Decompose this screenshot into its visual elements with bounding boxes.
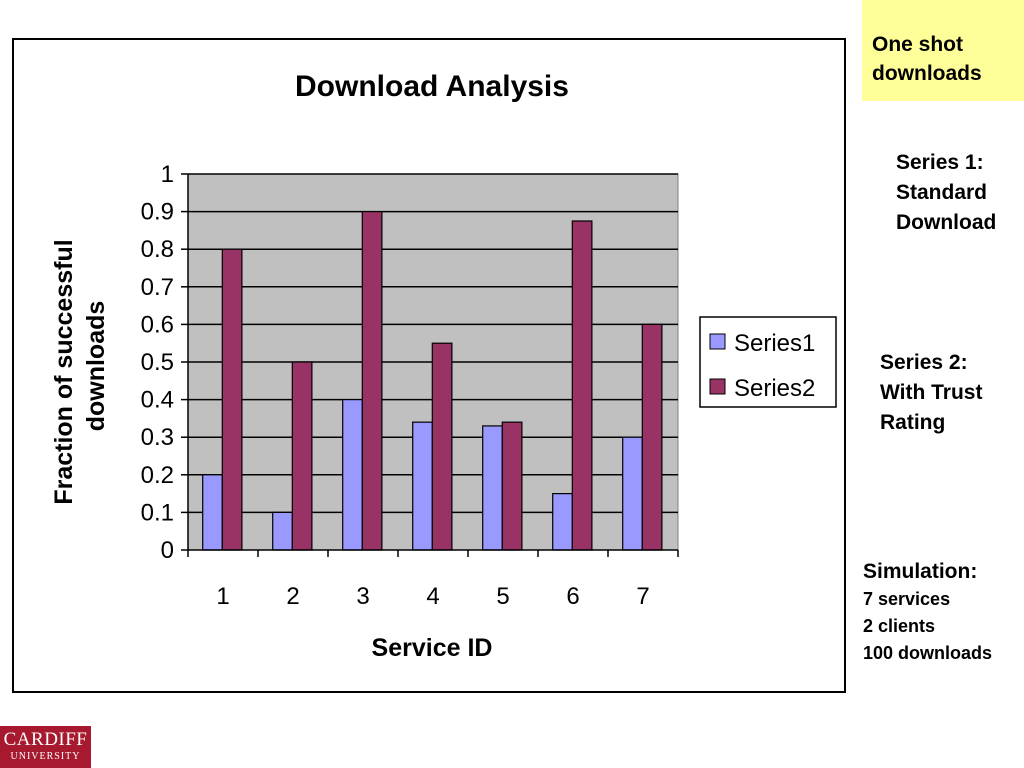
bar <box>361 211 383 551</box>
y-tick-label: 0.5 <box>141 349 174 376</box>
bar <box>552 493 573 551</box>
note-line: downloads <box>872 62 982 85</box>
y-tick-label: 0.2 <box>141 462 174 489</box>
x-tick-label: 3 <box>356 583 369 610</box>
bar <box>342 399 363 551</box>
bar <box>641 323 663 551</box>
simulation-note: Simulation: 7 services 2 clients 100 dow… <box>863 558 992 667</box>
note-line: With Trust <box>880 381 983 404</box>
note-line: Series 1: <box>896 151 984 174</box>
bar-chart: 0 0.1 0.2 0.3 0.4 0.5 0.6 0.7 0.8 0.9 1 1 2 3 4 5 6 7 Down… <box>50 70 837 662</box>
y-axis-label: downloads <box>82 301 110 432</box>
legend-swatch <box>709 378 726 395</box>
series2-note: Series 2: With Trust Rating <box>880 348 982 438</box>
x-tick-label: 6 <box>566 583 579 610</box>
chart-frame: 0 0.1 0.2 0.3 0.4 0.5 0.6 0.7 0.8 0.9 1 1 2 3 4 5 6 7 Down… <box>12 38 846 693</box>
x-tick-label: 4 <box>426 583 439 610</box>
chart-title: Download Analysis <box>295 70 569 103</box>
y-tick-label: 0 <box>161 537 174 564</box>
series1-note: Series 1: Standard Download <box>896 148 996 238</box>
y-axis-label: Fraction of successful <box>50 239 78 504</box>
bar <box>221 248 243 551</box>
x-axis-label: Service ID <box>372 634 493 662</box>
legend-label: Series2 <box>734 375 815 402</box>
note-line: One shot <box>872 33 964 56</box>
y-tick-label: 0.1 <box>141 499 174 526</box>
y-tick-label: 0.9 <box>141 199 174 226</box>
simulation-line: 7 services <box>863 589 951 609</box>
bar <box>501 421 523 551</box>
note-line: Rating <box>880 411 946 434</box>
x-tick-label: 2 <box>286 583 299 610</box>
x-tick-label: 1 <box>216 583 229 610</box>
note-line: Standard <box>896 181 988 204</box>
bar <box>571 220 593 551</box>
note-line: Series 2: <box>880 351 968 374</box>
bar <box>622 436 643 551</box>
logo-top-text: CARDIFF <box>3 729 88 750</box>
one-shot-note: One shot downloads <box>862 0 1024 101</box>
bar <box>431 342 453 551</box>
y-tick-label: 0.6 <box>141 311 174 338</box>
simulation-line: 100 downloads <box>863 643 993 663</box>
y-tick-label: 0.7 <box>141 274 174 301</box>
x-tick-label: 5 <box>496 583 509 610</box>
university-logo: CARDIFF UNIVERSITY <box>0 726 91 768</box>
bar <box>291 361 313 551</box>
bar <box>412 421 433 551</box>
bar <box>482 425 503 551</box>
y-tick-label: 0.3 <box>141 424 174 451</box>
note-line: Download <box>896 211 997 234</box>
simulation-heading: Simulation: <box>863 560 978 583</box>
y-tick-label: 0.8 <box>141 236 174 263</box>
bar <box>272 511 293 551</box>
legend-label: Series1 <box>734 330 815 357</box>
simulation-line: 2 clients <box>863 616 936 636</box>
legend-swatch <box>709 333 726 350</box>
y-tick-label: 0.4 <box>141 387 174 414</box>
x-tick-label: 7 <box>636 583 649 610</box>
y-tick-label: 1 <box>161 161 174 188</box>
bar <box>202 474 223 551</box>
logo-bottom-text: UNIVERSITY <box>10 751 81 762</box>
